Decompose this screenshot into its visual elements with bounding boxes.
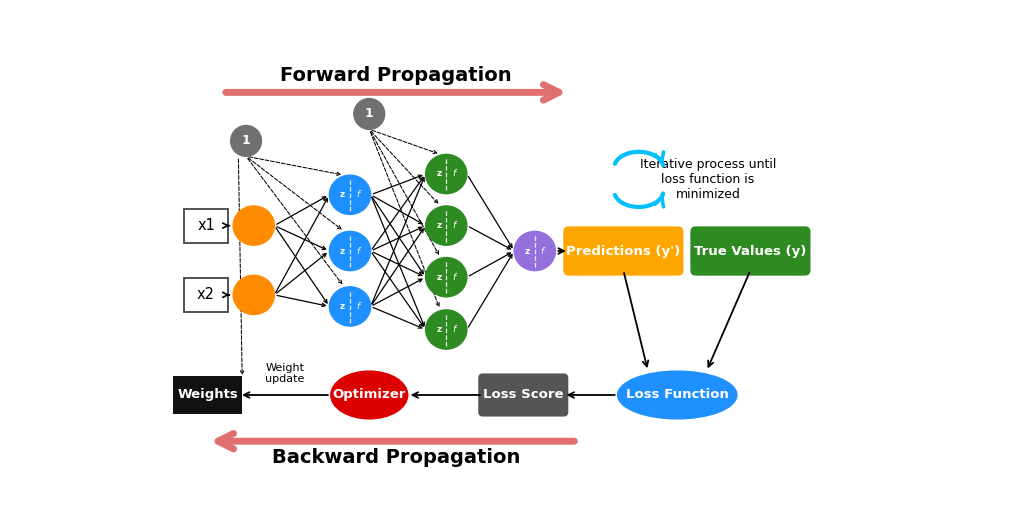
Text: Weight
update: Weight update	[265, 362, 304, 384]
Text: f: f	[356, 190, 359, 199]
Text: z: z	[436, 221, 441, 230]
Text: f: f	[453, 169, 456, 178]
Ellipse shape	[330, 287, 371, 326]
Text: z: z	[340, 247, 345, 256]
Text: True Values (y): True Values (y)	[694, 245, 807, 258]
Text: f: f	[453, 272, 456, 282]
Circle shape	[230, 126, 261, 156]
Ellipse shape	[330, 175, 371, 215]
Ellipse shape	[233, 206, 274, 245]
Text: Forward Propagation: Forward Propagation	[281, 66, 512, 85]
Text: f: f	[453, 325, 456, 334]
Text: 1: 1	[242, 134, 251, 147]
Ellipse shape	[426, 206, 467, 245]
Text: f: f	[541, 247, 544, 256]
Text: f: f	[356, 302, 359, 311]
Text: z: z	[340, 190, 345, 199]
FancyBboxPatch shape	[173, 376, 243, 414]
Ellipse shape	[426, 310, 467, 349]
FancyBboxPatch shape	[183, 209, 228, 242]
Text: Optimizer: Optimizer	[333, 389, 406, 401]
Text: f: f	[356, 247, 359, 256]
FancyBboxPatch shape	[690, 226, 810, 276]
Text: z: z	[340, 302, 345, 311]
Text: Predictions (y'): Predictions (y')	[566, 245, 681, 258]
Text: z: z	[436, 325, 441, 334]
Text: Weights: Weights	[177, 389, 238, 401]
Text: z: z	[436, 169, 441, 178]
Ellipse shape	[426, 258, 467, 297]
FancyBboxPatch shape	[478, 373, 568, 417]
Text: x1: x1	[197, 218, 215, 233]
Ellipse shape	[617, 371, 737, 419]
Ellipse shape	[426, 154, 467, 194]
Text: Loss Score: Loss Score	[483, 389, 563, 401]
Text: z: z	[524, 247, 529, 256]
Ellipse shape	[331, 371, 408, 419]
Text: f: f	[453, 221, 456, 230]
Ellipse shape	[330, 231, 371, 271]
Circle shape	[354, 98, 385, 129]
Text: Iterative process until
loss function is
minimized: Iterative process until loss function is…	[640, 158, 776, 201]
Text: x2: x2	[197, 287, 215, 302]
Ellipse shape	[233, 275, 274, 315]
Text: Backward Propagation: Backward Propagation	[272, 448, 520, 467]
Ellipse shape	[514, 231, 555, 271]
Text: z: z	[436, 272, 441, 282]
FancyBboxPatch shape	[563, 226, 683, 276]
Text: 1: 1	[365, 107, 374, 120]
FancyBboxPatch shape	[183, 278, 228, 312]
Text: Loss Function: Loss Function	[626, 389, 729, 401]
